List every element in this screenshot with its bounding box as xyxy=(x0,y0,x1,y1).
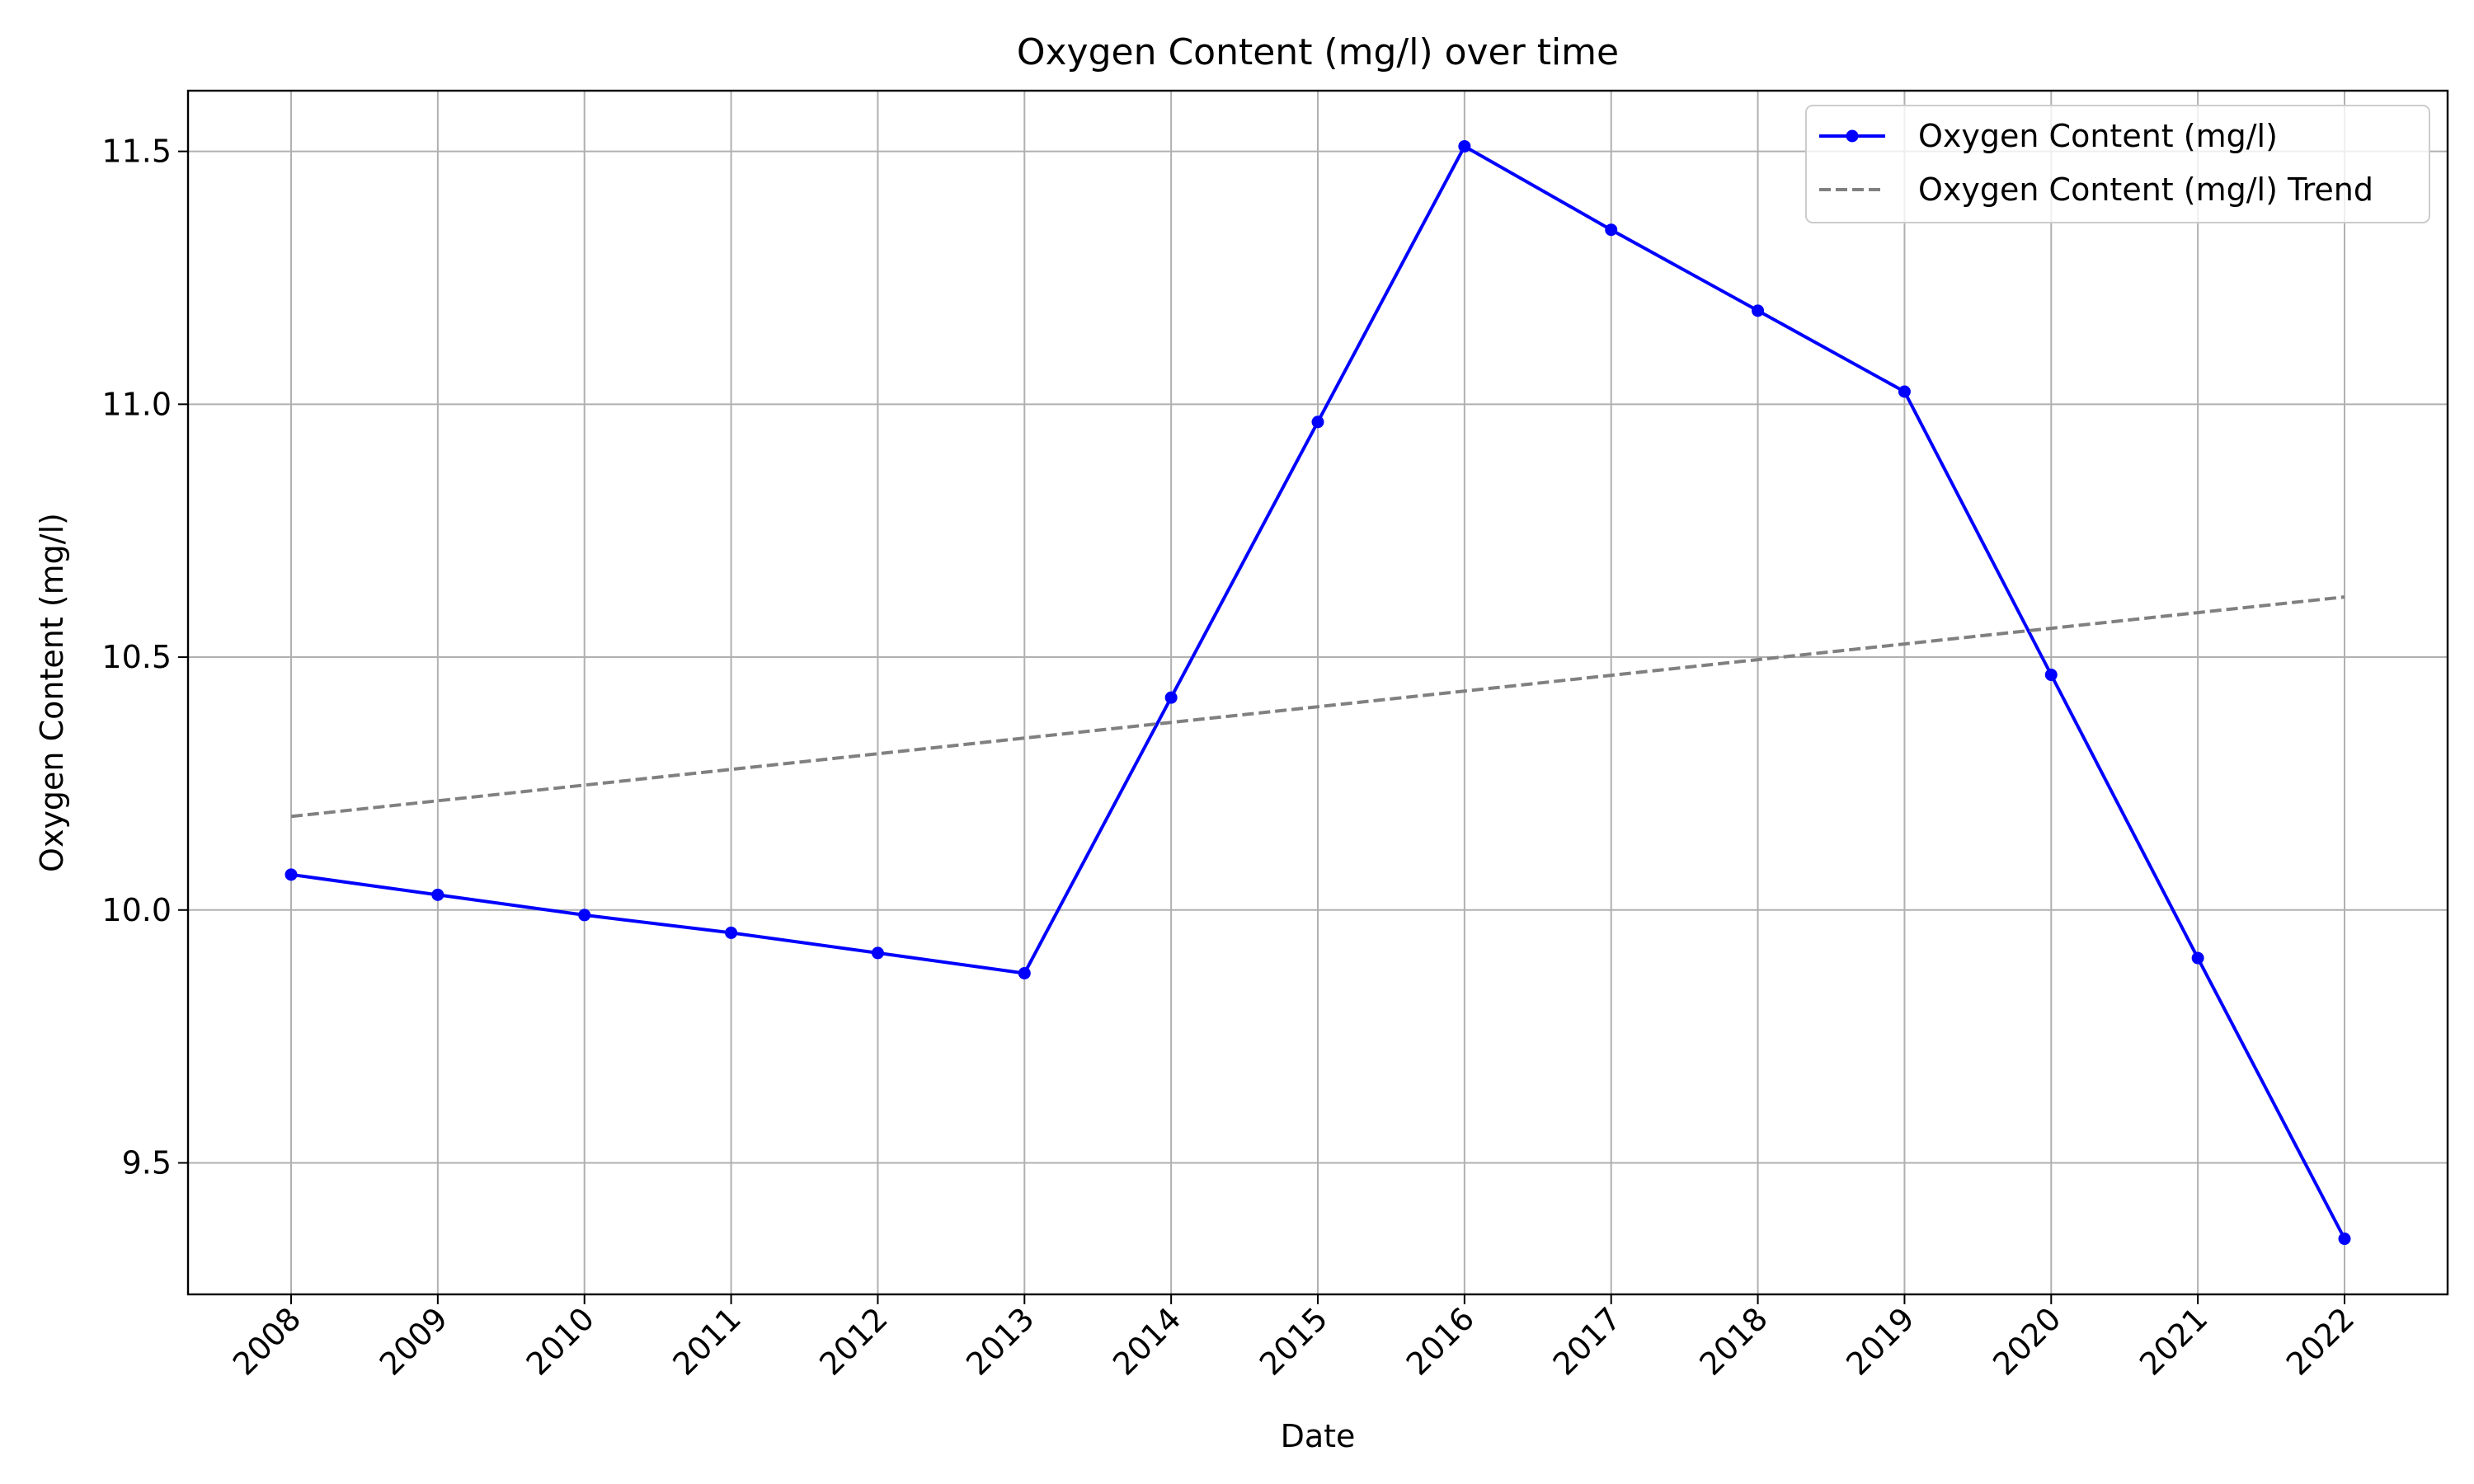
data-point xyxy=(1752,304,1765,317)
data-series xyxy=(285,139,2351,1246)
y-tick-label: 10.5 xyxy=(101,639,172,675)
data-point xyxy=(578,909,591,922)
data-point xyxy=(285,868,298,881)
data-point xyxy=(1605,223,1618,237)
y-tick-label: 11.5 xyxy=(101,134,172,170)
chart-title: Oxygen Content (mg/l) over time xyxy=(1017,31,1619,73)
legend-box xyxy=(1805,105,2430,223)
y-tick-label: 11.0 xyxy=(101,386,172,422)
data-point xyxy=(431,888,444,901)
data-point xyxy=(1018,966,1031,979)
oxygen-content-trend-line xyxy=(290,595,2345,819)
legend-label-oxygen-content: Oxygen Content (mg/l) xyxy=(1918,118,2278,154)
y-tick-label: 9.5 xyxy=(122,1145,172,1181)
y-tick-label: 10.0 xyxy=(101,892,172,928)
legend-label-trend: Oxygen Content (mg/l) Trend xyxy=(1918,171,2373,208)
x-axis-label: Date xyxy=(1281,1418,1356,1454)
data-point xyxy=(2338,1233,2351,1246)
data-point xyxy=(871,946,884,960)
data-point xyxy=(1164,691,1178,704)
data-point xyxy=(1898,385,1911,398)
data-point xyxy=(1311,416,1324,429)
data-point xyxy=(2191,951,2204,965)
legend: Oxygen Content (mg/l) Oxygen Content (mg… xyxy=(1805,105,2430,223)
data-point xyxy=(1458,139,1471,153)
data-point xyxy=(725,926,738,939)
y-axis-label: Oxygen Content (mg/l) xyxy=(34,513,70,872)
legend-marker-oxygen-content xyxy=(1846,129,1859,143)
data-point xyxy=(2044,669,2058,682)
